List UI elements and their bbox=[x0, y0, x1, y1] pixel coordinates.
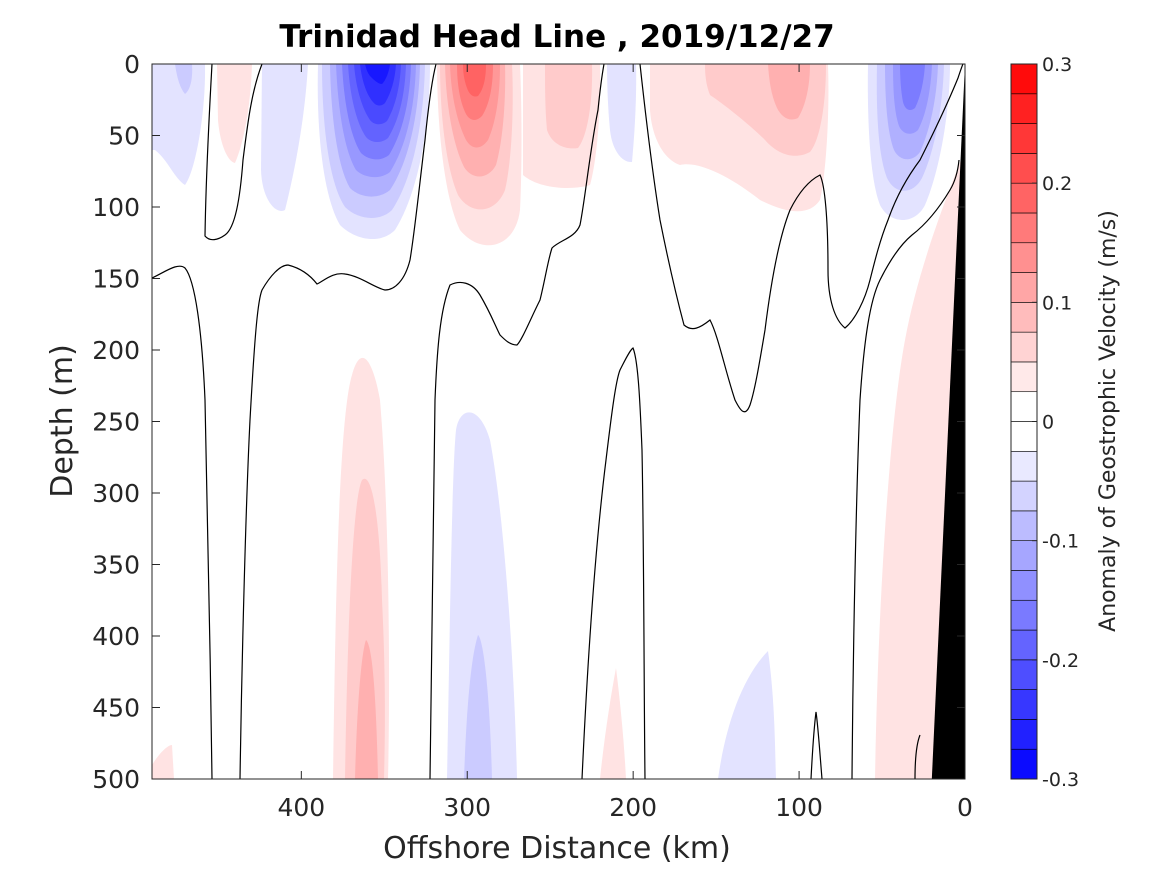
contour-fill-pos-deep-inner bbox=[355, 640, 378, 779]
x-axis-label: Offshore Distance (km) bbox=[383, 831, 731, 866]
contour-fill-pos-surface-right-l3 bbox=[768, 64, 810, 120]
colorbar-level bbox=[1010, 659, 1038, 690]
colorbar-tick-label: 0.1 bbox=[1042, 292, 1072, 314]
zero-contour-8 bbox=[851, 159, 960, 779]
colorbar: 0.3 0.2 0.1 0 -0.1 -0.2 -0.3 bbox=[1010, 54, 1079, 791]
x-tick-label: 200 bbox=[609, 793, 657, 822]
contour-fill-pos-deep-small bbox=[600, 668, 626, 779]
contour-fill-neg-surface-left-inner bbox=[175, 64, 193, 94]
x-tick-label: 0 bbox=[957, 793, 973, 822]
zero-contour-4 bbox=[429, 64, 605, 779]
zero-contour-9 bbox=[914, 734, 921, 779]
colorbar-level bbox=[1010, 599, 1038, 631]
chart-title: Trinidad Head Line , 2019/12/27 bbox=[279, 19, 834, 55]
colorbar-level bbox=[1010, 123, 1038, 154]
y-tick-label: 250 bbox=[92, 408, 140, 437]
x-tick-label: 300 bbox=[443, 793, 491, 822]
contour-fill-neg-surface-mid bbox=[607, 64, 637, 163]
colorbar-level bbox=[1010, 212, 1038, 244]
colorbar-level bbox=[1010, 629, 1038, 661]
colorbar-tick-label: 0.2 bbox=[1042, 173, 1072, 195]
contour-fill-neg-core-l9 bbox=[365, 64, 390, 84]
colorbar-tick-label: -0.2 bbox=[1042, 650, 1079, 672]
velocity-field bbox=[152, 64, 965, 779]
colorbar-level bbox=[1010, 272, 1038, 303]
y-tick-label: 300 bbox=[92, 479, 140, 508]
colorbar-level bbox=[1010, 748, 1038, 780]
y-tick-label: 400 bbox=[92, 622, 140, 651]
zero-contour-5 bbox=[581, 347, 646, 779]
zero-contour-3 bbox=[239, 64, 437, 779]
y-tick-label: 0 bbox=[124, 50, 140, 79]
y-tick-label: 450 bbox=[92, 694, 140, 723]
contour-fill-pos-corner bbox=[152, 745, 174, 779]
contour-fill-pos-surface-small bbox=[217, 64, 252, 163]
y-axis: 0 50 100 150 200 250 300 350 400 450 500 bbox=[92, 50, 965, 794]
y-tick-label: 200 bbox=[92, 336, 140, 365]
y-tick-label: 350 bbox=[92, 551, 140, 580]
colorbar-tick-label: -0.1 bbox=[1042, 531, 1079, 553]
zero-contour-2 bbox=[204, 64, 263, 241]
plot-area bbox=[151, 63, 966, 780]
contour-fill-neg-surface-small bbox=[261, 64, 308, 211]
bathymetry-fill bbox=[931, 64, 965, 779]
x-tick-label: 100 bbox=[775, 793, 823, 822]
colorbar-tick-label: 0.3 bbox=[1042, 54, 1072, 76]
colorbar-level bbox=[1010, 450, 1038, 482]
colorbar-level bbox=[1010, 153, 1038, 184]
contour-fill-neg-coast-l5 bbox=[900, 64, 925, 110]
colorbar-level bbox=[1010, 540, 1038, 571]
zero-contour-6 bbox=[639, 64, 964, 413]
x-axis: 400 300 200 100 0 bbox=[277, 64, 973, 822]
colorbar-level bbox=[1010, 480, 1038, 512]
y-tick-label: 100 bbox=[92, 193, 140, 222]
colorbar-level bbox=[1010, 361, 1038, 393]
contour-fill-neg-surface-left bbox=[152, 64, 206, 185]
y-tick-label: 150 bbox=[92, 265, 140, 294]
y-tick-label: 50 bbox=[108, 122, 140, 151]
colorbar-level bbox=[1010, 331, 1038, 363]
colorbar-level bbox=[1010, 93, 1038, 124]
y-axis-label: Depth (m) bbox=[45, 344, 80, 498]
colorbar-level bbox=[1010, 63, 1038, 95]
contour-fill-pos-surface-mid-inner bbox=[545, 64, 593, 149]
colorbar-level bbox=[1010, 302, 1038, 333]
colorbar-level bbox=[1010, 391, 1038, 422]
x-tick-label: 400 bbox=[277, 793, 325, 822]
colorbar-level bbox=[1010, 570, 1038, 601]
zero-contour-1 bbox=[152, 265, 213, 779]
colorbar-level bbox=[1010, 689, 1038, 720]
contour-fill-neg-deep-outer bbox=[447, 412, 517, 779]
zero-contour-7 bbox=[810, 711, 823, 779]
colorbar-tick-label: 0 bbox=[1042, 412, 1054, 434]
colorbar-level bbox=[1010, 242, 1038, 273]
contour-fill-pos-core-l6 bbox=[463, 64, 486, 97]
colorbar-level bbox=[1010, 421, 1038, 452]
colorbar-label: Anomaly of Geostrophic Velocity (m/s) bbox=[1096, 210, 1121, 632]
contour-fill-neg-deep-inner bbox=[464, 635, 492, 779]
contour-fill-neg-deep-small bbox=[718, 651, 776, 779]
y-tick-label: 500 bbox=[92, 765, 140, 794]
zero-contours bbox=[152, 64, 964, 779]
colorbar-level bbox=[1010, 182, 1038, 214]
colorbar-level bbox=[1010, 510, 1038, 541]
colorbar-tick-label: -0.3 bbox=[1042, 769, 1079, 791]
colorbar-level bbox=[1010, 719, 1038, 750]
